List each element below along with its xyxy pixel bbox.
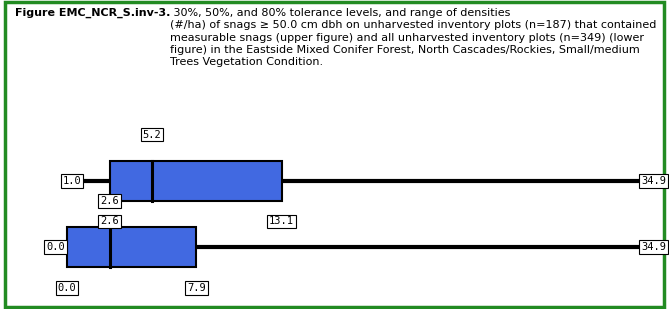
Text: 2.6: 2.6 (100, 196, 119, 206)
Text: 0.0: 0.0 (58, 283, 76, 293)
Text: 1.0: 1.0 (62, 176, 81, 186)
Text: 30%, 50%, and 80% tolerance levels, and range of densities
(#/ha) of snags ≥ 50.: 30%, 50%, and 80% tolerance levels, and … (170, 8, 656, 67)
Text: 34.9: 34.9 (641, 242, 666, 252)
Bar (67, 227, 197, 267)
Text: 2.6: 2.6 (100, 216, 119, 226)
Text: 5.2: 5.2 (142, 129, 161, 140)
Text: 13.1: 13.1 (269, 216, 294, 226)
Text: 0.0: 0.0 (46, 242, 65, 252)
Bar (110, 161, 282, 201)
Text: 7.9: 7.9 (187, 283, 206, 293)
Text: Figure EMC_NCR_S.inv-3.: Figure EMC_NCR_S.inv-3. (15, 8, 170, 18)
Text: 34.9: 34.9 (641, 176, 666, 186)
